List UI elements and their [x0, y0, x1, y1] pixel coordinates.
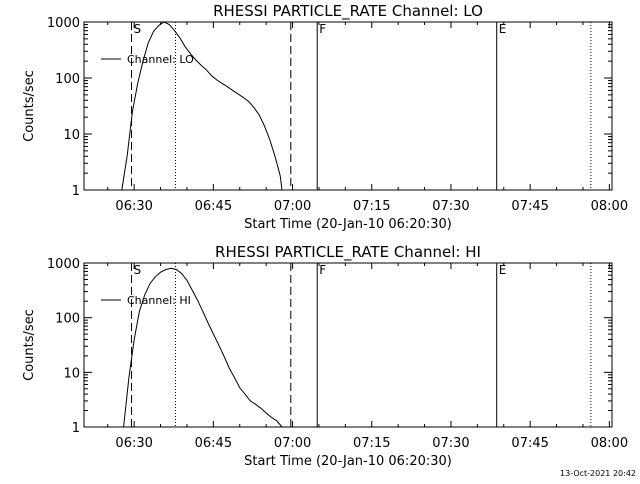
y-axis-label-lo: Counts/sec [22, 70, 37, 142]
event-marker-label-f-hi: F [319, 263, 326, 277]
plot-frame-hi [83, 262, 613, 428]
y-tick-label-hi: 10 [63, 366, 80, 381]
plot-frame-lo [83, 21, 613, 191]
y-tick-label-lo: 1000 [47, 16, 80, 31]
x-tick-label-hi: 07:00 [274, 436, 311, 451]
event-marker-label-e-hi: E [499, 263, 507, 277]
event-marker-label-e-lo: E [499, 22, 507, 36]
legend-label-hi: Channel: HI [127, 294, 191, 307]
chart-title-hi: RHESSI PARTICLE_RATE Channel: HI [215, 243, 481, 262]
x-tick-label-hi: 07:30 [432, 436, 469, 451]
x-tick-label-lo: 07:30 [432, 199, 469, 214]
event-marker-label-s-lo: S [134, 22, 142, 36]
data-series-line-lo [121, 21, 283, 191]
x-tick-label-lo: 06:45 [195, 199, 232, 214]
event-marker-label-f-lo: F [319, 22, 326, 36]
x-tick-label-lo: 07:00 [274, 199, 311, 214]
y-tick-label-lo: 1 [72, 184, 80, 199]
x-tick-label-lo: 07:15 [353, 199, 390, 214]
panel-lo [83, 21, 613, 191]
y-axis-label-hi: Counts/sec [22, 309, 37, 381]
x-tick-label-hi: 07:45 [511, 436, 548, 451]
y-tick-label-hi: 1000 [47, 257, 80, 272]
x-tick-label-lo: 08:00 [591, 199, 628, 214]
x-tick-label-hi: 08:00 [591, 436, 628, 451]
x-tick-label-lo: 06:30 [115, 199, 152, 214]
data-series-line-hi [123, 267, 283, 428]
x-tick-label-hi: 07:15 [353, 436, 390, 451]
chart-title-lo: RHESSI PARTICLE_RATE Channel: LO [213, 2, 483, 21]
event-marker-label-s-hi: S [134, 263, 142, 277]
y-tick-label-lo: 10 [63, 128, 80, 143]
x-tick-label-hi: 06:45 [195, 436, 232, 451]
y-tick-label-lo: 100 [55, 72, 80, 87]
y-tick-label-hi: 1 [72, 421, 80, 436]
y-tick-label-hi: 100 [55, 312, 80, 327]
legend-label-lo: Channel: LO [127, 53, 194, 66]
x-tick-label-lo: 07:45 [511, 199, 548, 214]
x-tick-label-hi: 06:30 [115, 436, 152, 451]
plot-timestamp: 13-Oct-2021 20:42 [560, 469, 636, 478]
panel-hi [83, 262, 613, 428]
x-axis-label-hi: Start Time (20-Jan-10 06:20:30) [244, 454, 452, 469]
x-axis-label-lo: Start Time (20-Jan-10 06:20:30) [244, 217, 452, 232]
